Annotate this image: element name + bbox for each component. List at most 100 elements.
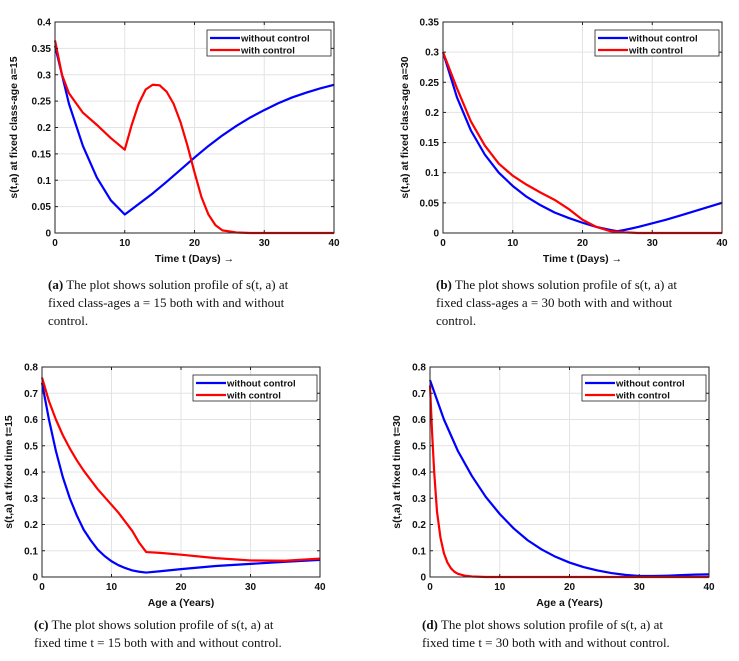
y-tick-label: 0.1 — [412, 546, 426, 557]
y-tick-label: 0.15 — [32, 149, 52, 160]
x-tick-label: 20 — [564, 582, 576, 593]
series-line-without-control — [40, 382, 321, 574]
x-tick-label: 40 — [703, 582, 715, 593]
y-tick-label: 0.7 — [24, 389, 38, 400]
legend-label: with control — [226, 391, 281, 402]
legend-label: with control — [628, 46, 683, 57]
x-tick-label: 30 — [245, 582, 257, 593]
series-line-with-control — [53, 40, 334, 235]
caption-b: (b) The plot shows solution profile of s… — [436, 276, 728, 330]
caption-d-line1: The plot shows solution profile of s(t, … — [440, 617, 663, 632]
x-tick-label: 40 — [328, 238, 340, 249]
x-tick-label: 20 — [189, 238, 201, 249]
legend-label: without control — [240, 34, 310, 45]
y-tick-label: 0.4 — [412, 468, 426, 479]
series-line-without-control — [441, 51, 723, 233]
caption-d-line2: fixed time t = 30 both with and without … — [422, 635, 670, 650]
caption-c: (c) The plot shows solution profile of s… — [34, 616, 334, 652]
y-tick-label: 0.25 — [32, 97, 52, 108]
caption-b-line3: control. — [436, 313, 477, 328]
y-axis-label: s(t,a) at fixed class-age a=30 — [399, 56, 411, 198]
y-tick-label: 0.4 — [24, 468, 38, 479]
x-axis-label: Time t (Days) → — [155, 253, 234, 265]
y-tick-label: 0 — [45, 229, 51, 240]
caption-a-line3: control. — [48, 313, 89, 328]
caption-c-label: (c) — [34, 617, 49, 632]
chart-c: 0 10 20 30 40 0 0.1 0.2 0.3 0.4 0.5 0.6 0.7 0.8 Age a … — [3, 363, 326, 610]
caption-b-line1: The plot shows solution profile of s(t, … — [454, 277, 677, 292]
legend-label: with control — [240, 46, 295, 57]
x-tick-label: 40 — [716, 238, 728, 249]
caption-d-label: (d) — [422, 617, 438, 632]
caption-c-line1: The plot shows solution profile of s(t, … — [51, 617, 274, 632]
y-tick-label: 0.4 — [37, 18, 51, 29]
legend-box — [594, 29, 720, 57]
legend-box — [206, 29, 332, 57]
chart-a: 0 10 20 30 40 0 0.05 0.1 0.15 0.2 0.25 0.3 0.35 0.4 Ti… — [8, 18, 340, 266]
caption-a-label: (a) — [48, 277, 64, 292]
y-tick-label: 0 — [433, 229, 439, 240]
y-tick-label: 0.2 — [425, 108, 439, 119]
series-line-without-control — [53, 45, 335, 216]
caption-c-line2: fixed time t = 15 both with and without … — [34, 635, 282, 650]
x-tick-label: 0 — [427, 582, 433, 593]
x-tick-label: 30 — [634, 582, 646, 593]
legend-box — [192, 374, 318, 402]
y-tick-label: 0.2 — [37, 123, 51, 134]
x-tick-label: 0 — [440, 238, 446, 249]
chart-d: 0 10 20 30 40 0 0.1 0.2 0.3 0.4 0.5 0.6 0.7 0.8 Age a … — [391, 363, 715, 610]
y-tick-label: 0.5 — [412, 441, 426, 452]
x-axis-label: Age a (Years) — [148, 597, 215, 609]
caption-a-line1: The plot shows solution profile of s(t, … — [66, 277, 289, 292]
y-axis-label: s(t,a) at fixed time t=30 — [391, 415, 403, 529]
y-tick-label: 0.05 — [420, 198, 440, 209]
legend-label: without control — [628, 34, 698, 45]
y-tick-label: 0.35 — [420, 18, 440, 29]
y-tick-label: 0.8 — [24, 363, 38, 374]
y-tick-label: 0.05 — [32, 202, 52, 213]
caption-b-label: (b) — [436, 277, 452, 292]
y-tick-label: 0.2 — [24, 520, 38, 531]
legend-label: with control — [615, 391, 670, 402]
caption-b-line2: fixed class-ages a = 30 both with and wi… — [436, 295, 673, 310]
x-tick-label: 10 — [119, 238, 131, 249]
x-tick-label: 30 — [647, 238, 659, 249]
y-tick-label: 0.5 — [24, 441, 38, 452]
legend-label: without control — [226, 379, 296, 390]
y-tick-label: 0.3 — [37, 70, 51, 81]
y-tick-label: 0.8 — [412, 363, 426, 374]
y-tick-label: 0 — [420, 573, 426, 584]
x-tick-label: 10 — [507, 238, 519, 249]
caption-a-line2: fixed class-ages a = 15 both with and wi… — [48, 295, 285, 310]
legend-box — [581, 374, 707, 402]
y-axis-label: s(t,a) at fixed class-age a=15 — [8, 56, 20, 198]
caption-d: (d) The plot shows solution profile of s… — [422, 616, 722, 652]
x-axis-label: Age a (Years) — [536, 597, 603, 609]
y-tick-label: 0.3 — [24, 494, 38, 505]
x-tick-label: 20 — [175, 582, 187, 593]
y-tick-label: 0.7 — [412, 389, 426, 400]
y-tick-label: 0.1 — [425, 168, 439, 179]
x-tick-label: 20 — [577, 238, 589, 249]
x-axis-label: Time t (Days) → — [543, 253, 622, 265]
y-tick-label: 0.6 — [412, 415, 426, 426]
x-tick-label: 0 — [39, 582, 45, 593]
y-tick-label: 0.35 — [32, 44, 52, 55]
y-tick-label: 0.3 — [412, 494, 426, 505]
y-tick-label: 0.15 — [420, 138, 440, 149]
chart-b: 0 10 20 30 40 0 0.05 0.1 0.15 0.2 0.25 0.3 0.35 Time … — [399, 18, 728, 266]
series-line-with-control — [40, 377, 321, 562]
y-tick-label: 0.25 — [420, 78, 440, 89]
x-tick-label: 40 — [314, 582, 326, 593]
y-axis-label: s(t,a) at fixed time t=15 — [3, 415, 15, 529]
caption-a: (a) The plot shows solution profile of s… — [48, 276, 340, 330]
y-tick-label: 0.3 — [425, 48, 439, 59]
y-tick-label: 0.2 — [412, 520, 426, 531]
x-tick-label: 30 — [259, 238, 271, 249]
legend-label: without control — [615, 379, 685, 390]
x-tick-label: 10 — [494, 582, 506, 593]
